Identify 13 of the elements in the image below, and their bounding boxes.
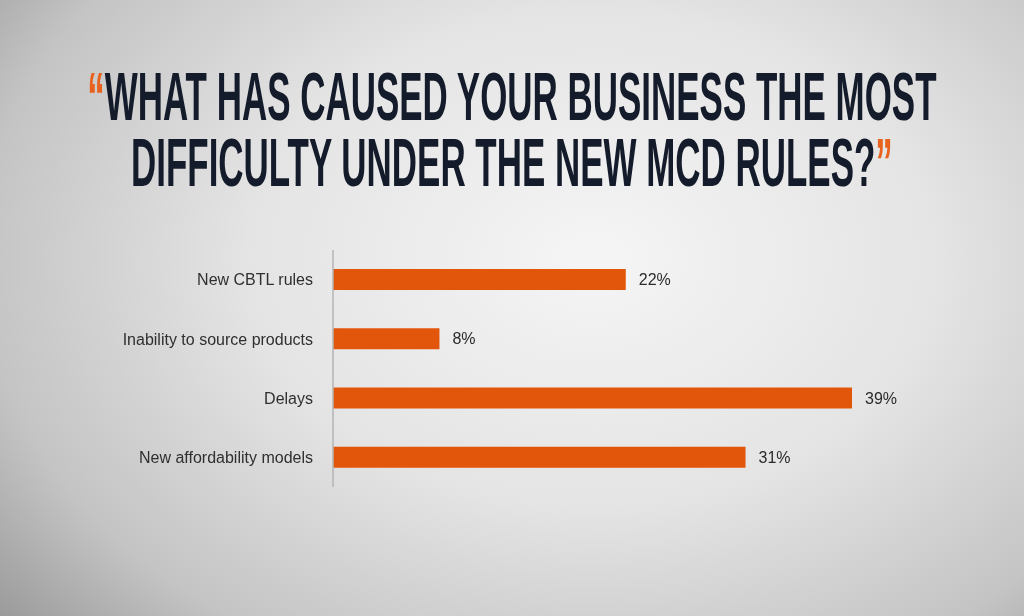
bar bbox=[333, 269, 626, 290]
bar bbox=[333, 446, 746, 468]
y-tick-label: New CBTL rules bbox=[197, 271, 313, 289]
y-tick-label: Inability to source products bbox=[122, 330, 313, 348]
data-label: 31% bbox=[758, 448, 791, 466]
data-label: 39% bbox=[865, 389, 898, 407]
y-tick-label: New affordability models bbox=[138, 449, 313, 467]
data-label: 8% bbox=[452, 330, 476, 348]
bar bbox=[333, 387, 852, 409]
y-tick-label: Delays bbox=[264, 389, 313, 407]
chart-title: “WHAT HAS CAUSED YOUR BUSINESS THE MOST DIFFICULTY UNDER THE NEW MCD RULES?” bbox=[87, 58, 937, 200]
data-label: 22% bbox=[638, 271, 671, 289]
bar bbox=[333, 328, 440, 350]
